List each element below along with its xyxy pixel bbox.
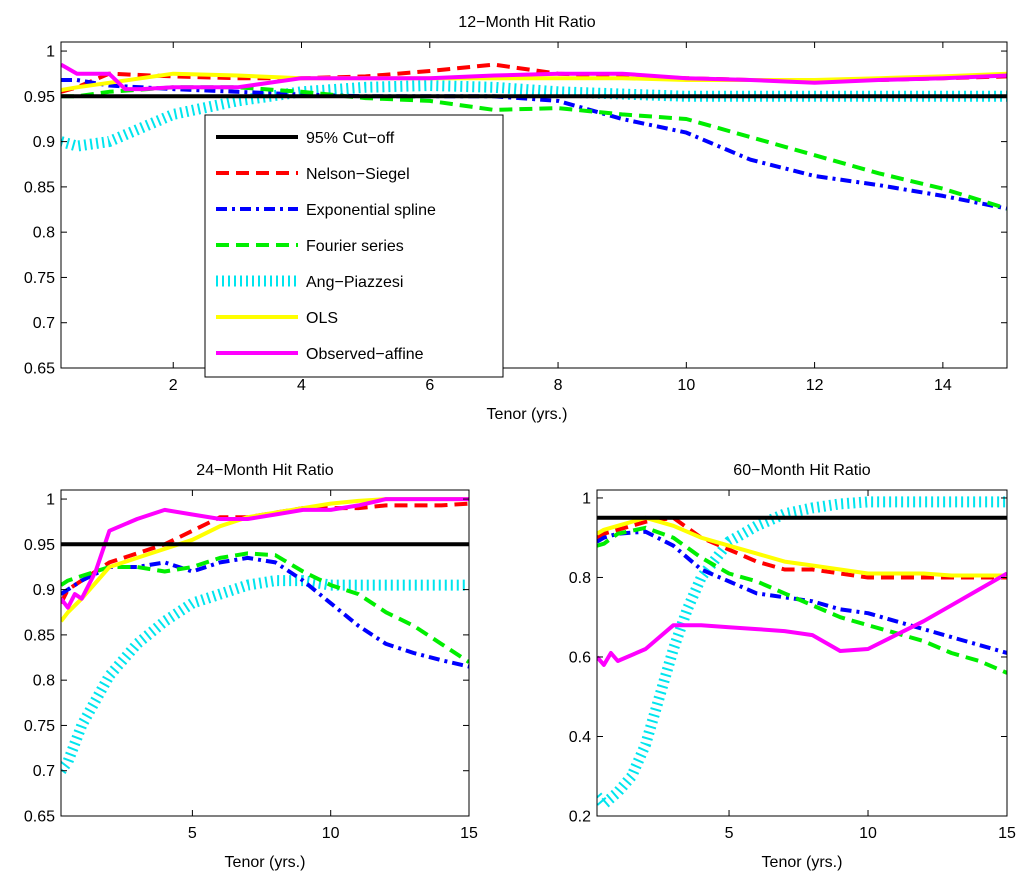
chart-title: 24−Month Hit Ratio bbox=[196, 462, 334, 479]
legend-label-exp: Exponential spline bbox=[306, 202, 436, 219]
series-line-ap bbox=[597, 496, 1007, 810]
y-tick-label: 0.65 bbox=[24, 361, 55, 378]
x-tick-label: 15 bbox=[460, 825, 478, 842]
series-line-obs bbox=[597, 571, 1007, 667]
chart-24-month: 24−Month Hit Ratio Tenor (yrs.) 5 10 15 0.6… bbox=[24, 462, 478, 871]
y-tick-label: 0.8 bbox=[569, 570, 591, 587]
y-tick-label: 1 bbox=[46, 492, 55, 509]
series-line-ns bbox=[597, 515, 1007, 580]
y-tick-label: 0.95 bbox=[24, 537, 55, 554]
y-tick-label: 0.85 bbox=[24, 179, 55, 196]
series-group bbox=[61, 497, 469, 775]
legend-label-ns: Nelson−Siegel bbox=[306, 166, 410, 183]
series-line-exp bbox=[597, 529, 1007, 655]
plot-area bbox=[597, 490, 1007, 816]
y-tick-label: 1 bbox=[582, 490, 591, 507]
series-group bbox=[61, 62, 1007, 211]
x-tick-label: 2 bbox=[169, 377, 178, 394]
y-tick-label: 0.7 bbox=[33, 315, 55, 332]
y-tick-label: 0.9 bbox=[33, 582, 55, 599]
legend-box bbox=[204, 114, 504, 378]
series-line-obs bbox=[61, 497, 469, 610]
y-tick-label: 0.75 bbox=[24, 718, 55, 735]
y-tick-label: 0.6 bbox=[569, 649, 591, 666]
series-line-fourier bbox=[61, 551, 469, 664]
y-tick-label: 1 bbox=[46, 44, 55, 61]
chart-title: 12−Month Hit Ratio bbox=[458, 14, 596, 31]
x-axis-label: Tenor (yrs.) bbox=[225, 854, 306, 871]
x-tick-label: 4 bbox=[297, 377, 306, 394]
x-tick-label: 15 bbox=[998, 825, 1016, 842]
series-line-ap bbox=[61, 575, 469, 775]
y-tick-label: 0.8 bbox=[33, 673, 55, 690]
legend: 95% Cut−off Nelson−Siegel Exponential spli… bbox=[204, 114, 504, 378]
y-tick-label: 0.7 bbox=[33, 763, 55, 780]
axes-frame bbox=[60, 41, 1008, 369]
y-tick-label: 0.2 bbox=[569, 809, 591, 826]
y-tick-label: 0.95 bbox=[24, 89, 55, 106]
y-tick-label: 0.8 bbox=[33, 225, 55, 242]
y-tick-label: 0.85 bbox=[24, 627, 55, 644]
y-tick-label: 0.65 bbox=[24, 809, 55, 826]
legend-label-fourier: Fourier series bbox=[306, 238, 404, 255]
legend-label-cutoff: 95% Cut−off bbox=[306, 130, 395, 147]
series-line-exp bbox=[61, 555, 469, 669]
y-tick-label: 0.75 bbox=[24, 270, 55, 287]
series-line-ols bbox=[61, 71, 1007, 92]
chart-60-month: 60−Month Hit Ratio Tenor (yrs.) 5 10 15 0.2… bbox=[569, 462, 1016, 871]
legend-label-obs: Observed−affine bbox=[306, 346, 424, 363]
x-tick-label: 10 bbox=[677, 377, 695, 394]
chart-12-month: 12−Month Hit Ratio Tenor (yrs.) 2 4 6 8 10 12… bbox=[24, 14, 1008, 423]
series-line-obs bbox=[61, 62, 1007, 92]
x-tick-label: 8 bbox=[554, 377, 563, 394]
legend-label-ap: Ang−Piazzesi bbox=[306, 274, 403, 291]
axes-frame bbox=[596, 489, 1008, 817]
series-line-ols bbox=[597, 515, 1007, 578]
x-axis-label: Tenor (yrs.) bbox=[762, 854, 843, 871]
series-group bbox=[597, 496, 1007, 810]
axes-frame bbox=[60, 489, 470, 817]
x-tick-label: 6 bbox=[425, 377, 434, 394]
x-tick-label: 10 bbox=[859, 825, 877, 842]
x-tick-label: 5 bbox=[725, 825, 734, 842]
x-tick-label: 12 bbox=[806, 377, 824, 394]
x-axis-label: Tenor (yrs.) bbox=[487, 406, 568, 423]
x-tick-label: 10 bbox=[322, 825, 340, 842]
chart-title: 60−Month Hit Ratio bbox=[733, 462, 871, 479]
series-line-fourier bbox=[597, 525, 1007, 675]
y-tick-label: 0.9 bbox=[33, 134, 55, 151]
legend-label-ols: OLS bbox=[306, 310, 338, 327]
x-tick-label: 5 bbox=[188, 825, 197, 842]
y-tick-label: 0.4 bbox=[569, 729, 591, 746]
x-tick-label: 14 bbox=[934, 377, 952, 394]
